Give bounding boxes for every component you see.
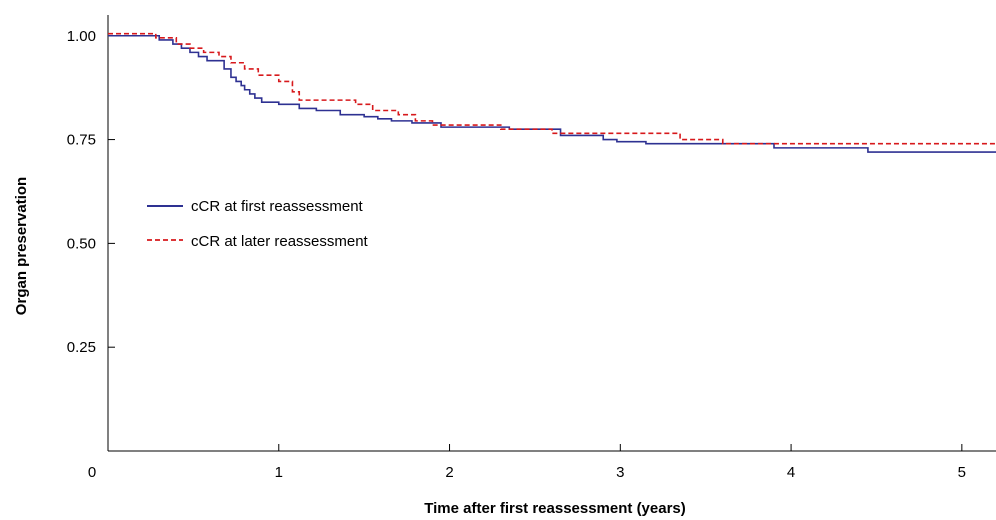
legend-label-later: cCR at later reassessment [191, 233, 369, 250]
legend-label-first: cCR at first reassessment [191, 198, 364, 215]
x-tick-label: 4 [787, 464, 795, 481]
series-line-later-reassessment [108, 32, 996, 145]
y-ticks: 0.25 0.50 0.75 1.00 [67, 28, 115, 356]
x-tick-label: 0 [88, 464, 96, 481]
x-axis-title: Time after first reassessment (years) [424, 500, 686, 517]
x-tick-label: 2 [445, 464, 453, 481]
y-tick-label: 0.25 [67, 339, 96, 356]
y-tick-label: 1.00 [67, 28, 96, 45]
x-ticks: 0 1 2 3 4 5 [88, 444, 966, 481]
axes [107, 15, 996, 452]
y-axis-title: Organ preservation [13, 177, 30, 315]
y-tick-label: 0.75 [67, 132, 96, 149]
series-layer [108, 32, 996, 153]
series-line-first-reassessment [108, 34, 996, 153]
x-tick-label: 3 [616, 464, 624, 481]
x-tick-label: 1 [275, 464, 283, 481]
legend: cCR at first reassessment cCR at later r… [147, 198, 369, 250]
y-tick-label: 0.50 [67, 235, 96, 252]
x-tick-label: 5 [958, 464, 966, 481]
